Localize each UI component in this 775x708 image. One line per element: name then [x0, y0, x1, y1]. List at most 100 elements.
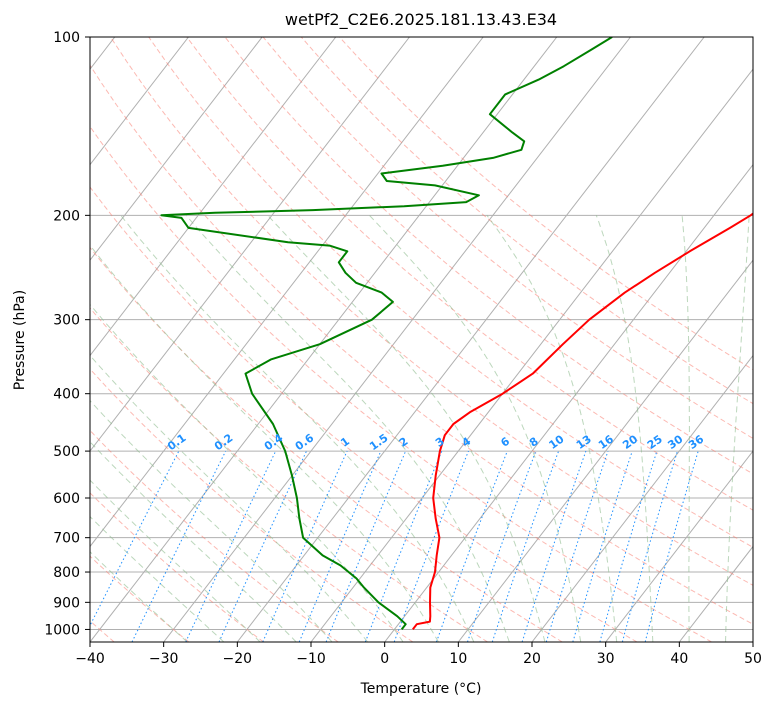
mixing-ratio-label: 1 — [338, 435, 352, 450]
moist-adiabat-line — [90, 303, 404, 642]
mixing-ratio-line — [298, 450, 382, 642]
moist-adiabat-line — [725, 215, 750, 642]
dewpoint-profile-line — [160, 37, 613, 631]
mixing-ratio-line — [90, 450, 180, 627]
y-tick-label: 200 — [53, 208, 80, 224]
x-axis-label: Temperature (°C) — [360, 681, 482, 697]
mixing-ratio-label: 30 — [665, 432, 685, 452]
x-tick-label: −10 — [296, 651, 326, 667]
dry-adiabat-line — [300, 37, 753, 405]
x-tick-label: −30 — [149, 651, 179, 667]
y-tick-label: 600 — [53, 491, 80, 507]
mixing-ratio-line — [131, 450, 227, 642]
mixing-ratio-line — [521, 450, 587, 642]
chart-title: wetPf2_C2E6.2025.181.13.43.E34 — [285, 10, 557, 30]
x-tick-label: −20 — [223, 651, 253, 667]
dry-adiabat-line — [90, 368, 414, 642]
dry-adiabat-line — [90, 307, 488, 642]
mixing-ratio-line — [545, 450, 609, 642]
dry-adiabat-line — [90, 246, 563, 642]
moist-adiabat-line — [90, 479, 261, 642]
isotherm-line — [457, 259, 753, 642]
mixing-ratio-label: 16 — [596, 432, 616, 452]
y-tick-label: 100 — [53, 30, 80, 46]
x-tick-label: 30 — [597, 651, 615, 667]
isotherm-line — [90, 37, 189, 166]
mixing-ratio-label: 6 — [498, 435, 512, 450]
x-tick-label: 20 — [523, 651, 541, 667]
isotherm-line — [236, 37, 705, 642]
y-tick-label: 400 — [53, 387, 80, 403]
grid-layer — [90, 37, 753, 642]
mixing-ratio-line — [393, 450, 469, 642]
y-tick-label: 800 — [53, 565, 80, 581]
y-tick-label: 700 — [53, 531, 80, 547]
mixing-ratio-label: 25 — [645, 433, 665, 452]
dry-adiabat-line — [90, 125, 712, 642]
moist-adiabat-line — [267, 214, 546, 642]
moist-adiabat-line — [120, 214, 475, 642]
dry-adiabat-line — [90, 492, 264, 642]
dry-adiabat-line — [110, 37, 753, 586]
isotherm-line — [90, 37, 410, 452]
moist-adiabat-line — [90, 551, 188, 642]
x-tick-label: 50 — [744, 651, 762, 667]
mixing-ratio-line — [599, 450, 658, 642]
mixing-ratio-line — [572, 450, 633, 642]
dry-adiabat-line — [186, 37, 753, 511]
series-layer — [160, 37, 753, 631]
moist-adiabat-line — [90, 441, 297, 642]
mixing-ratio-line — [644, 450, 699, 642]
mixing-ratio-label: 0.2 — [212, 431, 235, 453]
y-tick-label: 500 — [53, 444, 80, 460]
moist-adiabat-line — [90, 515, 225, 642]
reference-lines-layer — [90, 37, 753, 642]
x-tick-label: 0 — [380, 651, 389, 667]
mixing-ratio-line — [491, 450, 560, 642]
x-tick-label: −40 — [75, 651, 105, 667]
x-tick-label: 10 — [449, 651, 467, 667]
isotherm-line — [752, 641, 753, 642]
mixing-ratio-line — [364, 450, 443, 642]
y-tick-label: 1000 — [44, 622, 80, 638]
y-tick-label: 900 — [53, 595, 80, 611]
dry-adiabat-line — [90, 555, 190, 642]
moist-adiabat-line — [486, 215, 618, 642]
isotherm-line — [90, 37, 337, 357]
dry-adiabat-line — [90, 186, 638, 642]
temperature-profile-line — [412, 212, 753, 631]
moist-adiabat-line — [185, 214, 510, 642]
isotherm-line — [678, 545, 753, 642]
mixing-ratio-label: 0.6 — [293, 431, 317, 453]
isotherm-line — [90, 37, 263, 261]
x-axis-ticks: −40 −30 −20 −10 0 10 20 30 40 50 — [75, 642, 762, 667]
dry-adiabat-line — [262, 37, 753, 439]
mixing-ratio-line — [325, 450, 407, 642]
reference-labels-layer: 0.1 0.2 0.4 0.6 1 1.5 2 3 4 6 8 10 13 16 20 25 30 36 — [165, 431, 706, 453]
dry-adiabat-line — [148, 37, 753, 548]
isotherm-line — [384, 163, 753, 642]
moist-adiabat-line — [90, 354, 368, 642]
isotherm-line — [531, 354, 753, 642]
isotherm-line — [90, 37, 558, 642]
mixing-ratio-label: 0.1 — [165, 431, 188, 453]
isotherm-line — [90, 37, 484, 548]
dry-adiabat-line — [90, 64, 753, 625]
moist-adiabat-line — [681, 215, 690, 642]
y-tick-label: 300 — [53, 313, 80, 329]
mixing-ratio-label: 10 — [547, 432, 567, 452]
mixing-ratio-line — [621, 450, 678, 642]
moist-adiabat-line — [595, 215, 654, 642]
y-axis-label: Pressure (hPa) — [12, 290, 28, 390]
mixing-ratio-label: 2 — [397, 435, 411, 450]
mixing-ratio-label: 20 — [620, 432, 640, 452]
x-tick-label: 40 — [670, 651, 688, 667]
mixing-ratio-line — [262, 450, 348, 642]
isotherm-line — [605, 450, 753, 642]
moist-adiabat-line — [369, 214, 582, 642]
mixing-ratio-line — [467, 450, 537, 642]
plot-frame — [89, 36, 754, 643]
y-axis-ticks: 1000 900 800 700 600 500 400 300 200 100 — [44, 30, 90, 638]
mixing-ratio-line — [435, 450, 508, 642]
